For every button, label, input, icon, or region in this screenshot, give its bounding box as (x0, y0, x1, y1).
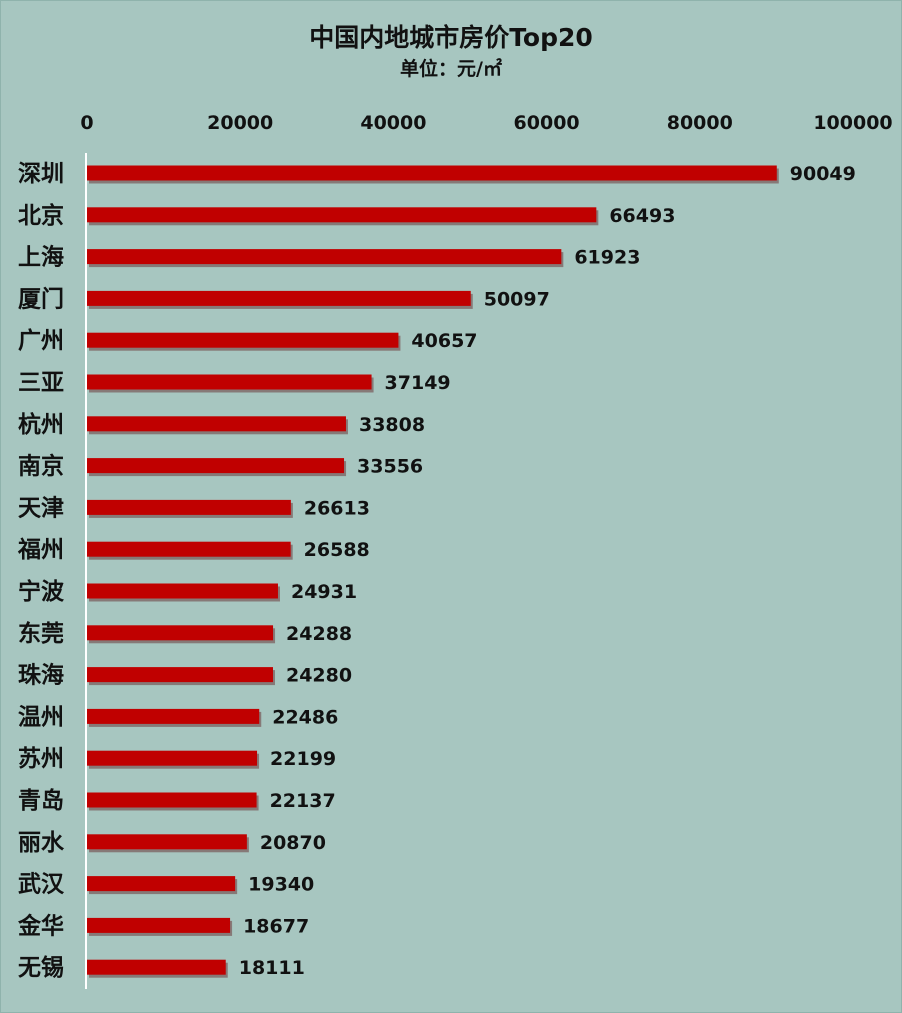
bar (87, 207, 597, 223)
category-label: 无锡 (18, 955, 64, 981)
category-label: 广州 (18, 327, 64, 354)
x-tick-label: 20000 (207, 112, 273, 134)
data-label: 66493 (609, 205, 675, 227)
category-label: 宁波 (18, 578, 65, 605)
bar (87, 332, 399, 348)
bar (87, 792, 257, 808)
category-label: 东莞 (18, 620, 64, 647)
data-label: 26588 (304, 539, 370, 561)
data-label: 90049 (790, 163, 856, 185)
category-label: 三亚 (18, 370, 64, 396)
data-label: 24288 (286, 623, 352, 645)
category-label: 南京 (18, 453, 64, 480)
data-label: 40657 (411, 330, 477, 352)
chart-title: 中国内地城市房价Top20 (309, 23, 593, 52)
bar (87, 583, 278, 599)
data-label: 24931 (291, 581, 357, 603)
bar (87, 959, 226, 975)
data-label: 20870 (260, 832, 326, 854)
bar (87, 876, 236, 892)
category-label: 北京 (18, 202, 64, 229)
category-label: 福州 (17, 537, 64, 563)
data-label: 50097 (484, 288, 550, 310)
chart-subtitle: 单位：元/㎡ (400, 57, 502, 80)
category-label: 厦门 (18, 285, 64, 312)
category-label: 苏州 (18, 746, 64, 772)
bar (87, 541, 291, 557)
x-tick-label: 60000 (514, 112, 580, 134)
data-label: 22199 (270, 748, 336, 770)
bar (87, 165, 777, 181)
data-label: 19340 (248, 874, 314, 896)
value-labels: 90049 66493 61923 50097 40657 37149 33808 33556… (239, 163, 856, 979)
data-label: 26613 (304, 497, 370, 519)
x-tick-label: 0 (80, 112, 93, 134)
data-label: 37149 (385, 372, 451, 394)
bars-group (87, 165, 779, 978)
category-label: 丽水 (18, 830, 65, 856)
category-label: 珠海 (18, 662, 64, 689)
category-label: 杭州 (18, 411, 64, 438)
data-label: 33556 (357, 456, 423, 478)
bar (87, 625, 274, 641)
category-label: 天津 (18, 494, 64, 521)
x-tick-label: 100000 (813, 112, 892, 134)
data-label: 22486 (272, 706, 338, 728)
x-axis-ticks: 0 20000 40000 60000 80000 100000 (80, 112, 892, 134)
bar (87, 249, 562, 265)
bar (87, 834, 247, 850)
data-label: 18111 (239, 957, 305, 979)
category-label: 金华 (17, 912, 64, 939)
data-label: 33808 (359, 414, 425, 436)
data-label: 22137 (270, 790, 336, 812)
bar (87, 708, 260, 724)
bar (87, 667, 273, 683)
data-label: 24280 (286, 665, 352, 687)
bar (87, 374, 372, 390)
x-tick-label: 80000 (667, 112, 733, 134)
x-tick-label: 40000 (360, 112, 426, 134)
bar (87, 750, 258, 766)
bar (87, 499, 291, 515)
data-label: 18677 (243, 915, 309, 937)
category-label: 武汉 (18, 872, 65, 898)
bar (87, 416, 346, 432)
data-label: 61923 (574, 247, 640, 269)
category-label: 深圳 (18, 161, 64, 187)
bar (87, 458, 345, 474)
category-label: 温州 (18, 704, 64, 730)
category-label: 青岛 (18, 787, 64, 814)
category-label: 上海 (18, 244, 64, 271)
bar (87, 917, 231, 933)
bar (87, 290, 471, 306)
